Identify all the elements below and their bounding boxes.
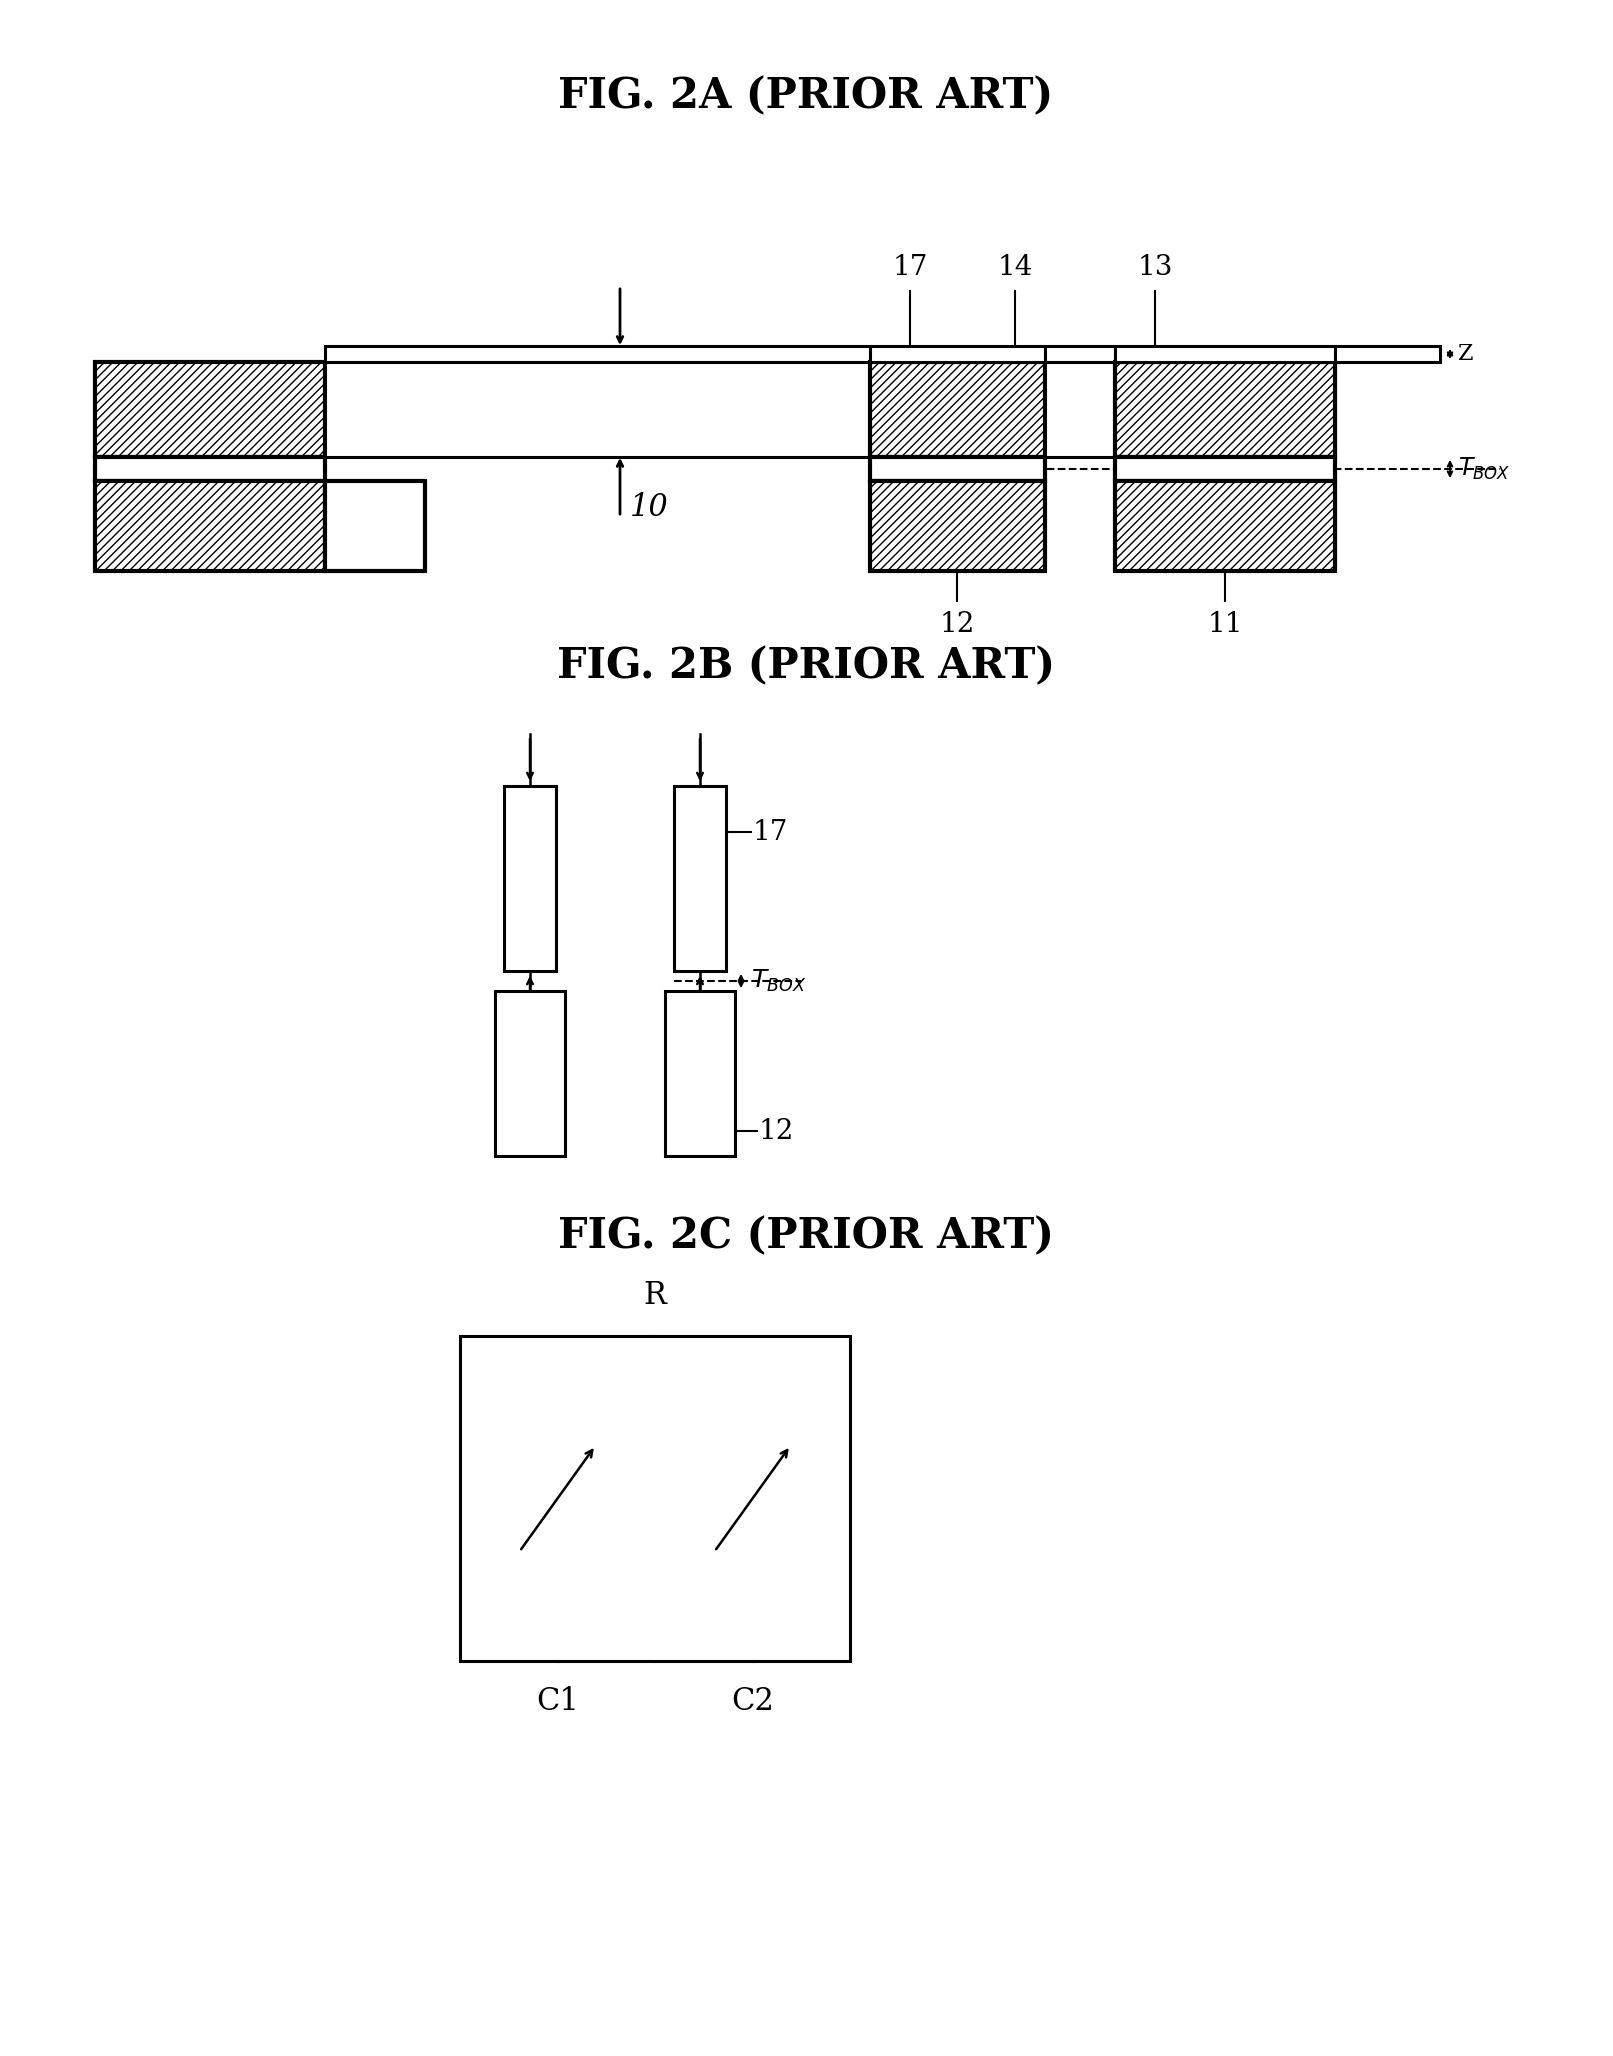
Bar <box>503 785 556 970</box>
Bar <box>1045 345 1115 362</box>
Bar <box>495 991 565 1155</box>
Bar <box>95 481 324 572</box>
Bar <box>1115 456 1336 481</box>
Bar <box>674 785 726 970</box>
Text: $T_{BOX}$: $T_{BOX}$ <box>752 968 806 995</box>
Text: FIG. 2B (PRIOR ART): FIG. 2B (PRIOR ART) <box>556 646 1055 687</box>
Bar <box>324 481 424 572</box>
Bar <box>869 362 1045 456</box>
Text: 13: 13 <box>1137 255 1173 282</box>
Text: Z: Z <box>1458 343 1474 366</box>
Text: 12: 12 <box>760 1118 794 1145</box>
Text: 10: 10 <box>631 491 669 522</box>
Bar <box>1115 345 1336 362</box>
Text: 14: 14 <box>997 255 1032 282</box>
Text: 11: 11 <box>1207 611 1242 637</box>
Bar <box>1336 345 1440 362</box>
Text: C2: C2 <box>731 1686 774 1717</box>
Bar <box>1045 362 1115 456</box>
Text: FIG. 2A (PRIOR ART): FIG. 2A (PRIOR ART) <box>558 74 1053 117</box>
Text: 17: 17 <box>753 818 789 845</box>
Bar <box>95 362 324 456</box>
Text: C1: C1 <box>536 1686 579 1717</box>
Bar <box>1115 481 1336 572</box>
Bar <box>324 362 869 456</box>
Bar <box>869 345 1045 362</box>
Bar <box>460 1336 850 1661</box>
Text: R: R <box>644 1281 666 1312</box>
Bar <box>324 345 869 362</box>
Text: 17: 17 <box>892 255 927 282</box>
Bar <box>1115 362 1336 456</box>
Bar <box>95 456 324 481</box>
Bar <box>665 991 736 1155</box>
Bar <box>869 481 1045 572</box>
Text: $T_{BOX}$: $T_{BOX}$ <box>1458 456 1510 481</box>
Text: FIG. 2C (PRIOR ART): FIG. 2C (PRIOR ART) <box>558 1215 1053 1256</box>
Bar <box>869 456 1045 481</box>
Text: 12: 12 <box>939 611 974 637</box>
